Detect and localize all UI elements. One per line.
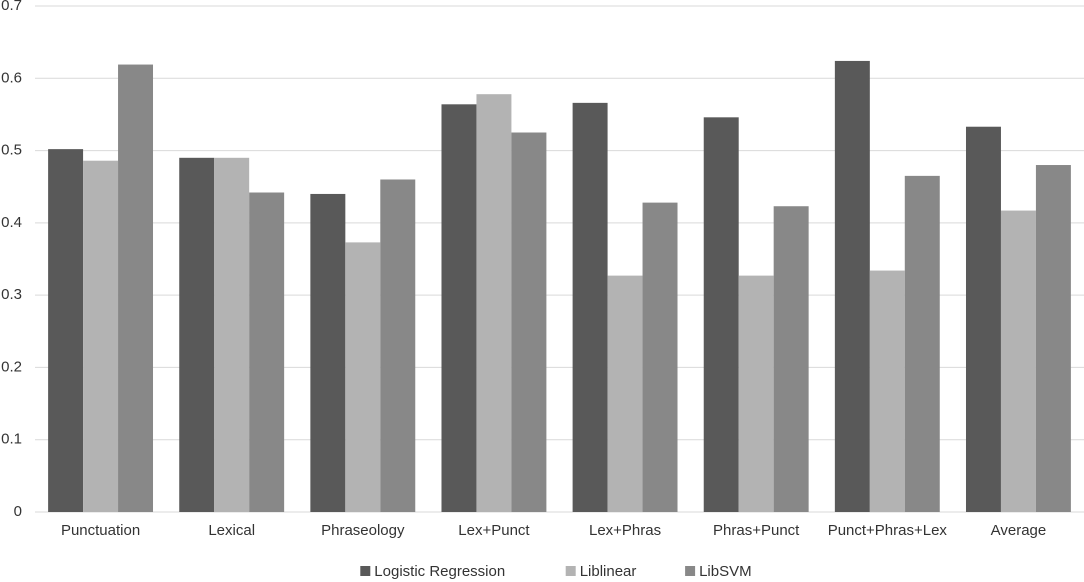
x-tick-label: Punctuation bbox=[61, 522, 140, 539]
y-tick-label: 0.1 bbox=[1, 431, 22, 448]
bar bbox=[380, 179, 416, 512]
legend-swatch bbox=[565, 566, 576, 576]
bar bbox=[738, 275, 774, 512]
y-tick-label: 0.6 bbox=[1, 69, 22, 86]
bar bbox=[607, 275, 643, 512]
bar bbox=[48, 149, 84, 512]
bar bbox=[703, 117, 739, 512]
x-tick-label: Phras+Punct bbox=[713, 522, 800, 539]
bar bbox=[83, 160, 119, 513]
bar bbox=[642, 202, 678, 513]
x-tick-label: Lexical bbox=[208, 522, 255, 539]
y-tick-label: 0.2 bbox=[1, 358, 22, 375]
bar bbox=[214, 157, 250, 513]
x-tick-label: Lex+Phras bbox=[589, 522, 661, 539]
bar bbox=[441, 104, 477, 513]
bar bbox=[249, 192, 285, 513]
bar bbox=[345, 242, 381, 513]
bar bbox=[1000, 210, 1036, 512]
legend-swatch bbox=[360, 566, 371, 576]
y-tick-label: 0.4 bbox=[1, 214, 22, 231]
x-tick-label: Average bbox=[991, 522, 1047, 539]
bar bbox=[869, 270, 905, 512]
y-tick-label: 0.7 bbox=[1, 0, 22, 14]
x-tick-label: Lex+Punct bbox=[458, 522, 530, 539]
bar bbox=[511, 132, 547, 512]
x-tick-label: Phraseology bbox=[321, 522, 405, 539]
bar bbox=[1035, 165, 1071, 512]
bar bbox=[904, 175, 940, 512]
bar bbox=[476, 94, 512, 512]
legend-label: Logistic Regression bbox=[374, 563, 505, 580]
bar bbox=[965, 126, 1001, 513]
y-tick-label: 0.5 bbox=[1, 142, 22, 159]
legend-label: Liblinear bbox=[580, 563, 637, 580]
bar bbox=[834, 60, 870, 513]
legend-label: LibSVM bbox=[699, 563, 752, 580]
bar bbox=[572, 102, 608, 512]
y-tick-label: 0.3 bbox=[1, 286, 22, 303]
bar bbox=[179, 157, 215, 513]
legend-swatch bbox=[685, 566, 696, 576]
bar bbox=[118, 64, 154, 513]
bar bbox=[310, 193, 346, 512]
bar bbox=[773, 206, 809, 512]
y-tick-label: 0 bbox=[14, 503, 22, 520]
x-tick-label: Punct+Phras+Lex bbox=[828, 522, 948, 539]
